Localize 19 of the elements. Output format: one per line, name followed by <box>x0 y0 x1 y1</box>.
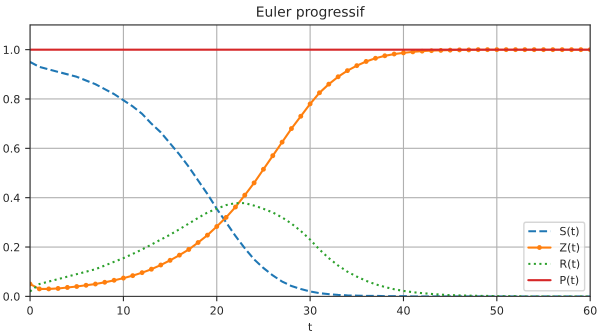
x-tick-label: 10 <box>118 306 130 315</box>
x-tick-label: 50 <box>490 306 504 315</box>
x-tick-label: 40 <box>396 306 410 315</box>
x-axis-title: t <box>308 323 312 331</box>
x-tick-label: 60 <box>584 306 597 315</box>
y-tick-label: 0.2 <box>3 243 20 252</box>
legend-label: P(t) <box>560 276 578 286</box>
x-tick-label: 20 <box>210 306 224 315</box>
x-tick-label: 30 <box>304 306 316 315</box>
x-tick-label: 0 <box>27 306 33 315</box>
y-tick-label: 0.4 <box>3 194 20 202</box>
chart-title: Euler progressif <box>257 6 365 20</box>
y-tick-label: 1.0 <box>4 46 20 54</box>
legend-label: S(t) <box>560 226 579 237</box>
legend-label: Z(t) <box>560 243 580 253</box>
y-tick-label: 0.0 <box>3 292 20 301</box>
y-tick-label: 0.8 <box>3 94 20 104</box>
y-tick-label: 0.6 <box>3 144 20 153</box>
legend-label: R(t) <box>560 259 580 270</box>
